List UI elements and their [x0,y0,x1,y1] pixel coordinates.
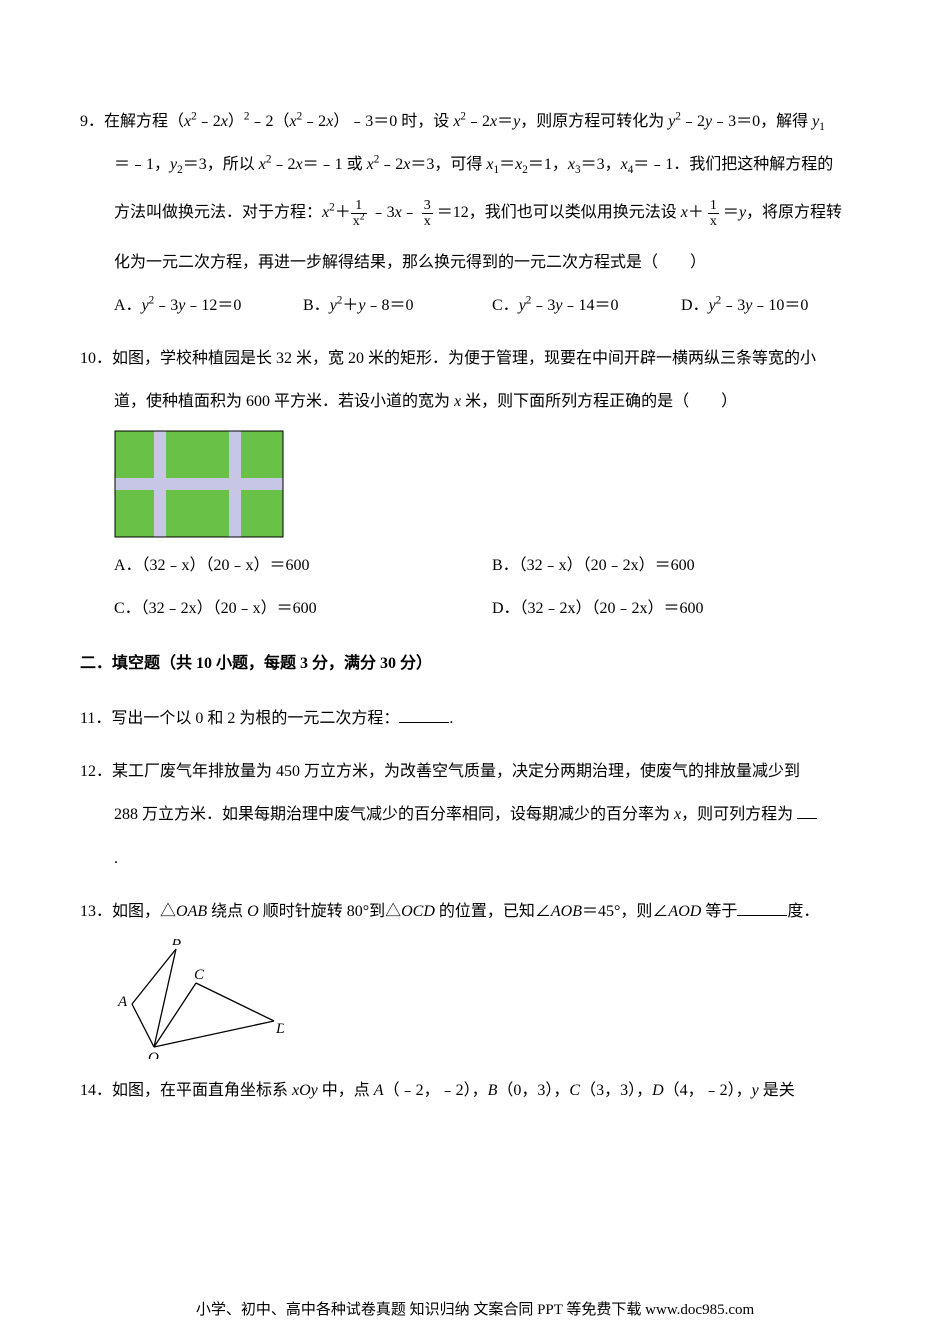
q9-options: A．y2﹣3y﹣12＝0 B．y2＋y﹣8＝0 C．y2﹣3y﹣14＝0 D．y… [80,284,870,327]
q12-line1: 12．某工厂废气年排放量为 450 万立方米，为改善空气质量，决定分两期治理，使… [80,750,870,793]
page: 9．在解方程（x2﹣2x）2﹣2（x2﹣2x）﹣3＝0 时，设 x2﹣2x＝y，… [0,0,950,1344]
svg-text:B: B [172,939,181,949]
q14-line1: 14．如图，在平面直角坐标系 xOy 中，点 A（﹣2，﹣2），B（0，3），C… [80,1069,870,1112]
q12-line2: 288 万立方米．如果每期治理中废气减少的百分率相同，设每期减少的百分率为 x，… [80,793,870,836]
question-14: 14．如图，在平面直角坐标系 xOy 中，点 A（﹣2，﹣2），B（0，3），C… [80,1069,870,1112]
q9-option-c: C．y2﹣3y﹣14＝0 [492,284,681,327]
q10-option-b: B．（32﹣x）（20﹣2x）＝600 [492,544,870,587]
q12-line3: . [80,837,870,880]
question-9: 9．在解方程（x2﹣2x）2﹣2（x2﹣2x）﹣3＝0 时，设 x2﹣2x＝y，… [80,100,870,327]
q13-line1: 13．如图，△OAB 绕点 O 顺时针旋转 80°到△OCD 的位置，已知∠AO… [80,890,870,933]
q10-figure [114,430,870,538]
blank [737,899,787,916]
q10-line2: 道，使种植面积为 600 平方米．若设小道的宽为 x 米，则下面所列方程正确的是… [80,380,870,423]
q9-line2: ＝﹣1，y2＝3，所以 x2﹣2x＝﹣1 或 x2﹣2x＝3，可得 x1＝x2＝… [80,143,870,186]
q9-option-d: D．y2﹣3y﹣10＝0 [681,284,870,327]
q9-option-a: A．y2﹣3y﹣12＝0 [114,284,303,327]
svg-text:D: D [275,1021,284,1037]
question-12: 12．某工厂废气年排放量为 450 万立方米，为改善空气质量，决定分两期治理，使… [80,750,870,880]
q10-option-d: D．（32﹣2x）（20﹣2x）＝600 [492,587,870,630]
question-10: 10．如图，学校种植园是长 32 米，宽 20 米的矩形．为便于管理，现要在中间… [80,337,870,630]
q10-line1: 10．如图，学校种植园是长 32 米，宽 20 米的矩形．为便于管理，现要在中间… [80,337,870,380]
page-footer: 小学、初中、高中各种试卷真题 知识归纳 文案合同 PPT 等免费下载 www.d… [0,1303,950,1318]
q9-option-b: B．y2＋y﹣8＝0 [303,284,492,327]
q13-figure: O A B C D [114,939,870,1059]
question-13: 13．如图，△OAB 绕点 O 顺时针旋转 80°到△OCD 的位置，已知∠AO… [80,890,870,1059]
q10-option-a: A．（32﹣x）（20﹣x）＝600 [114,544,492,587]
q10-option-c: C．（32﹣2x）（20﹣x）＝600 [114,587,492,630]
blank [797,802,817,819]
q9-line3: 方法叫做换元法．对于方程：x2＋1x2 ﹣3x﹣ 3x ＝12，我们也可以类似用… [80,186,870,240]
question-11: 11．写出一个以 0 和 2 为根的一元二次方程：. [80,697,870,740]
svg-text:A: A [117,994,128,1010]
q9-line1: 9．在解方程（x2﹣2x）2﹣2（x2﹣2x）﹣3＝0 时，设 x2﹣2x＝y，… [80,100,870,143]
svg-text:C: C [194,967,205,983]
q9-line4: 化为一元二次方程，再进一步解得结果，那么换元得到的一元二次方程式是（ ） [80,241,870,284]
section-2-heading: 二．填空题（共 10 小题，每题 3 分，满分 30 分） [80,642,870,685]
blank [399,706,449,723]
svg-text:O: O [148,1050,159,1059]
q10-options: A．（32﹣x）（20﹣x）＝600 B．（32﹣x）（20﹣2x）＝600 C… [80,544,870,630]
